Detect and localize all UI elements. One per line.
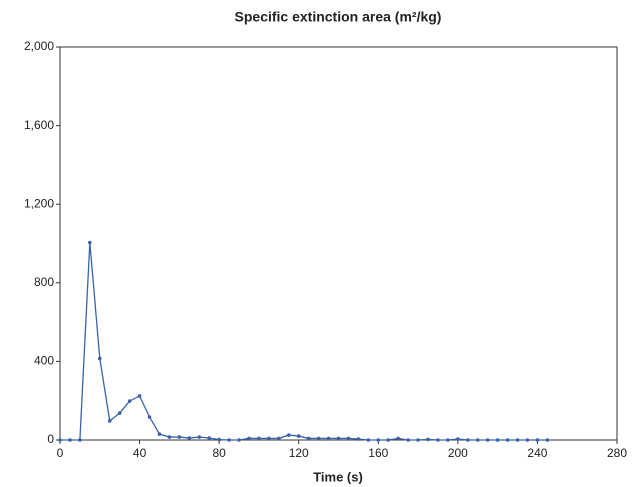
data-point (426, 437, 430, 442)
x-tick-label: 80 (212, 446, 226, 460)
data-point (177, 435, 182, 439)
data-point (545, 438, 550, 442)
data-point (535, 438, 540, 442)
data-point (436, 438, 440, 442)
y-tick-label: 1,600 (24, 118, 54, 132)
data-point (296, 434, 301, 438)
data-point (286, 433, 291, 437)
data-point (207, 436, 211, 440)
x-tick-label: 200 (448, 446, 468, 460)
data-point (446, 438, 450, 442)
data-point (525, 438, 530, 442)
data-point (237, 438, 241, 442)
data-point (485, 438, 490, 442)
data-point (495, 438, 500, 442)
data-point (386, 438, 391, 442)
data-point (147, 415, 152, 419)
y-tick-label: 800 (34, 275, 54, 289)
data-point (117, 411, 122, 415)
data-point (466, 438, 470, 442)
data-point (356, 437, 361, 441)
data-point (406, 438, 410, 442)
data-point (396, 436, 400, 441)
data-point (157, 432, 162, 436)
data-point (68, 438, 72, 442)
data-point (326, 436, 331, 441)
data-point (515, 438, 520, 442)
data-point (346, 436, 351, 441)
data-point (306, 436, 311, 441)
data-point (187, 436, 192, 440)
x-tick-label: 40 (133, 446, 147, 460)
data-line (60, 242, 548, 441)
x-tick-label: 280 (607, 446, 627, 460)
data-point (505, 438, 510, 442)
data-point (316, 436, 321, 441)
data-point (376, 438, 381, 442)
data-point (197, 435, 202, 439)
data-point (475, 438, 480, 442)
data-point (107, 419, 112, 423)
plot-frame (59, 46, 618, 441)
data-point (366, 438, 371, 442)
data-point (277, 436, 281, 441)
x-tick-label: 240 (527, 446, 547, 460)
data-point (127, 399, 132, 403)
data-point (97, 356, 102, 361)
data-point (58, 438, 62, 442)
data-point (78, 438, 82, 442)
data-point (227, 438, 231, 442)
data-point (167, 435, 172, 439)
chart-title: Specific extinction area (m²/kg) (235, 9, 442, 25)
x-tick-label: 160 (368, 446, 388, 460)
data-point (217, 437, 221, 442)
data-point (416, 438, 420, 442)
x-axis-label: Time (s) (313, 469, 363, 484)
data-point (267, 436, 271, 441)
data-point (456, 437, 460, 441)
data-point (336, 436, 341, 441)
y-tick-label: 0 (47, 432, 54, 446)
data-point (88, 240, 92, 245)
x-tick-label: 120 (289, 446, 309, 460)
data-point (137, 394, 142, 398)
y-tick-label: 400 (34, 354, 54, 368)
y-tick-label: 2,000 (24, 39, 54, 53)
x-tick-label: 0 (57, 446, 64, 460)
data-point (257, 436, 261, 441)
y-tick-label: 1,200 (24, 196, 54, 210)
data-point (247, 436, 251, 441)
